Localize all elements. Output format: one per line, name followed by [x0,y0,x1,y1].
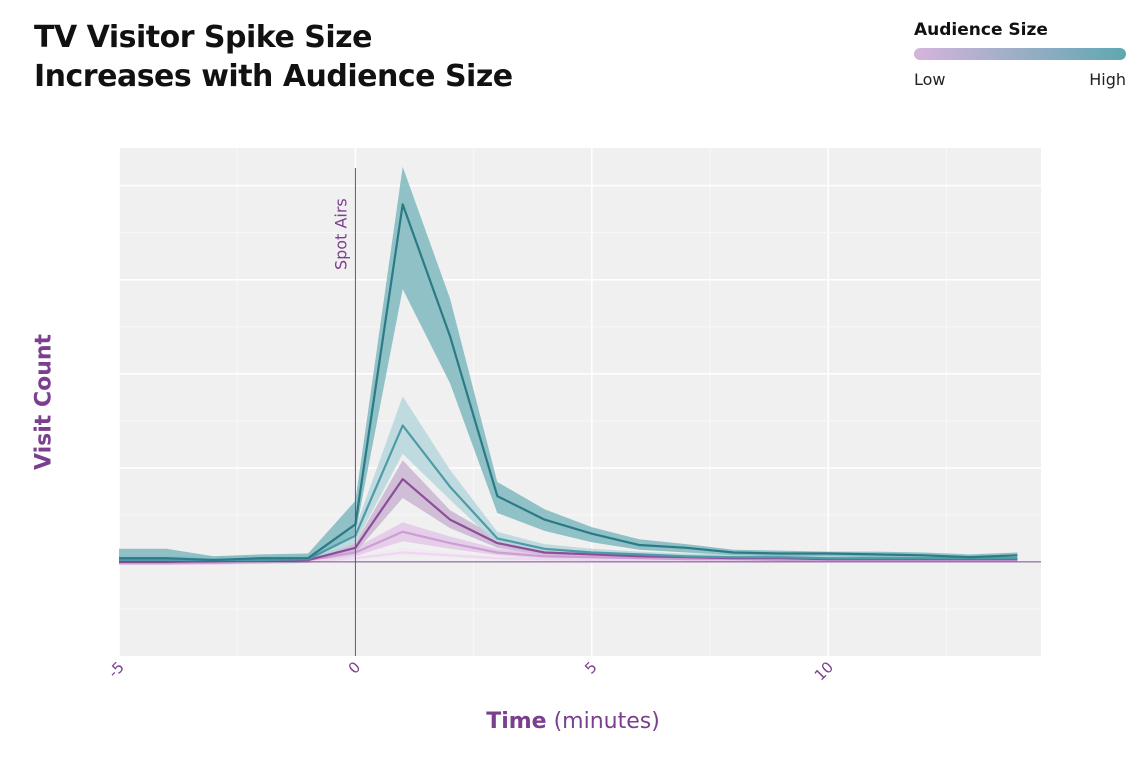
spot-airs-label: Spot Airs [331,198,350,270]
x-axis-label-unit: (minutes) [553,709,660,734]
legend-low-label: Low [914,70,946,89]
x-axis-label: Time (minutes) [486,709,660,734]
series-5-line [119,203,1018,562]
plot-panel [119,148,1041,656]
legend: Audience Size Low High [914,20,1126,89]
legend-gradient-bar [914,48,1126,60]
series-4-line [119,424,1018,562]
chart-title-line-2: Increases with Audience Size [34,59,513,94]
x-tick-label: -5 [105,658,128,681]
chart-title: TV Visitor Spike Size Increases with Aud… [34,18,513,96]
y-axis-label: Visit Count [31,333,57,471]
x-tick-label: 5 [581,658,600,677]
chart-title-line-1: TV Visitor Spike Size [34,20,372,55]
legend-high-label: High [1089,70,1126,89]
legend-title: Audience Size [914,20,1048,40]
x-axis-label-bold: Time [486,709,547,734]
x-tick-label: 10 [811,658,837,684]
x-tick-label: 0 [345,658,364,677]
